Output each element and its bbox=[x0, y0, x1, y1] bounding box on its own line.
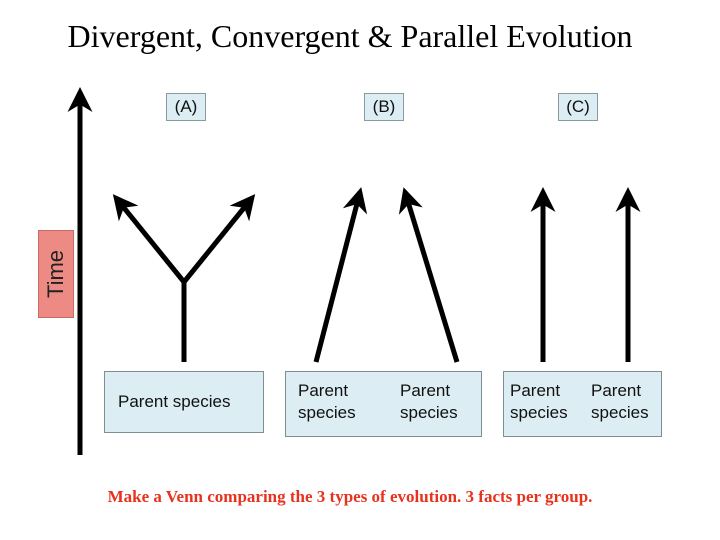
panel-c-parent-label-1: Parent species bbox=[510, 381, 568, 422]
panel-c-parent-label-2: Parent species bbox=[591, 381, 649, 422]
panel-a-branch-right bbox=[182, 194, 256, 284]
panel-a-parent-box bbox=[104, 371, 264, 433]
panel-c-label: (C) bbox=[558, 93, 598, 121]
panel-a-label: (A) bbox=[166, 93, 206, 121]
panel-b-arrow-left bbox=[313, 187, 368, 363]
panel-c-parent-box bbox=[503, 371, 662, 437]
panel-b-parent-label-1: Parent species bbox=[298, 381, 356, 422]
time-label: Time bbox=[43, 249, 68, 299]
page-title: Divergent, Convergent & Parallel Evoluti… bbox=[67, 18, 633, 54]
time-label-box bbox=[38, 230, 74, 318]
panel-b-parent-label-2: Parent species bbox=[400, 381, 458, 422]
panel-a-branch-left bbox=[112, 194, 186, 284]
instruction-text: Make a Venn comparing the 3 types of evo… bbox=[107, 487, 593, 506]
panel-b-parent-box bbox=[285, 371, 482, 437]
panel-b-arrow-right bbox=[398, 187, 460, 363]
panel-a-parent-label: Parent species bbox=[118, 392, 231, 411]
panel-b-label: (B) bbox=[364, 93, 404, 121]
